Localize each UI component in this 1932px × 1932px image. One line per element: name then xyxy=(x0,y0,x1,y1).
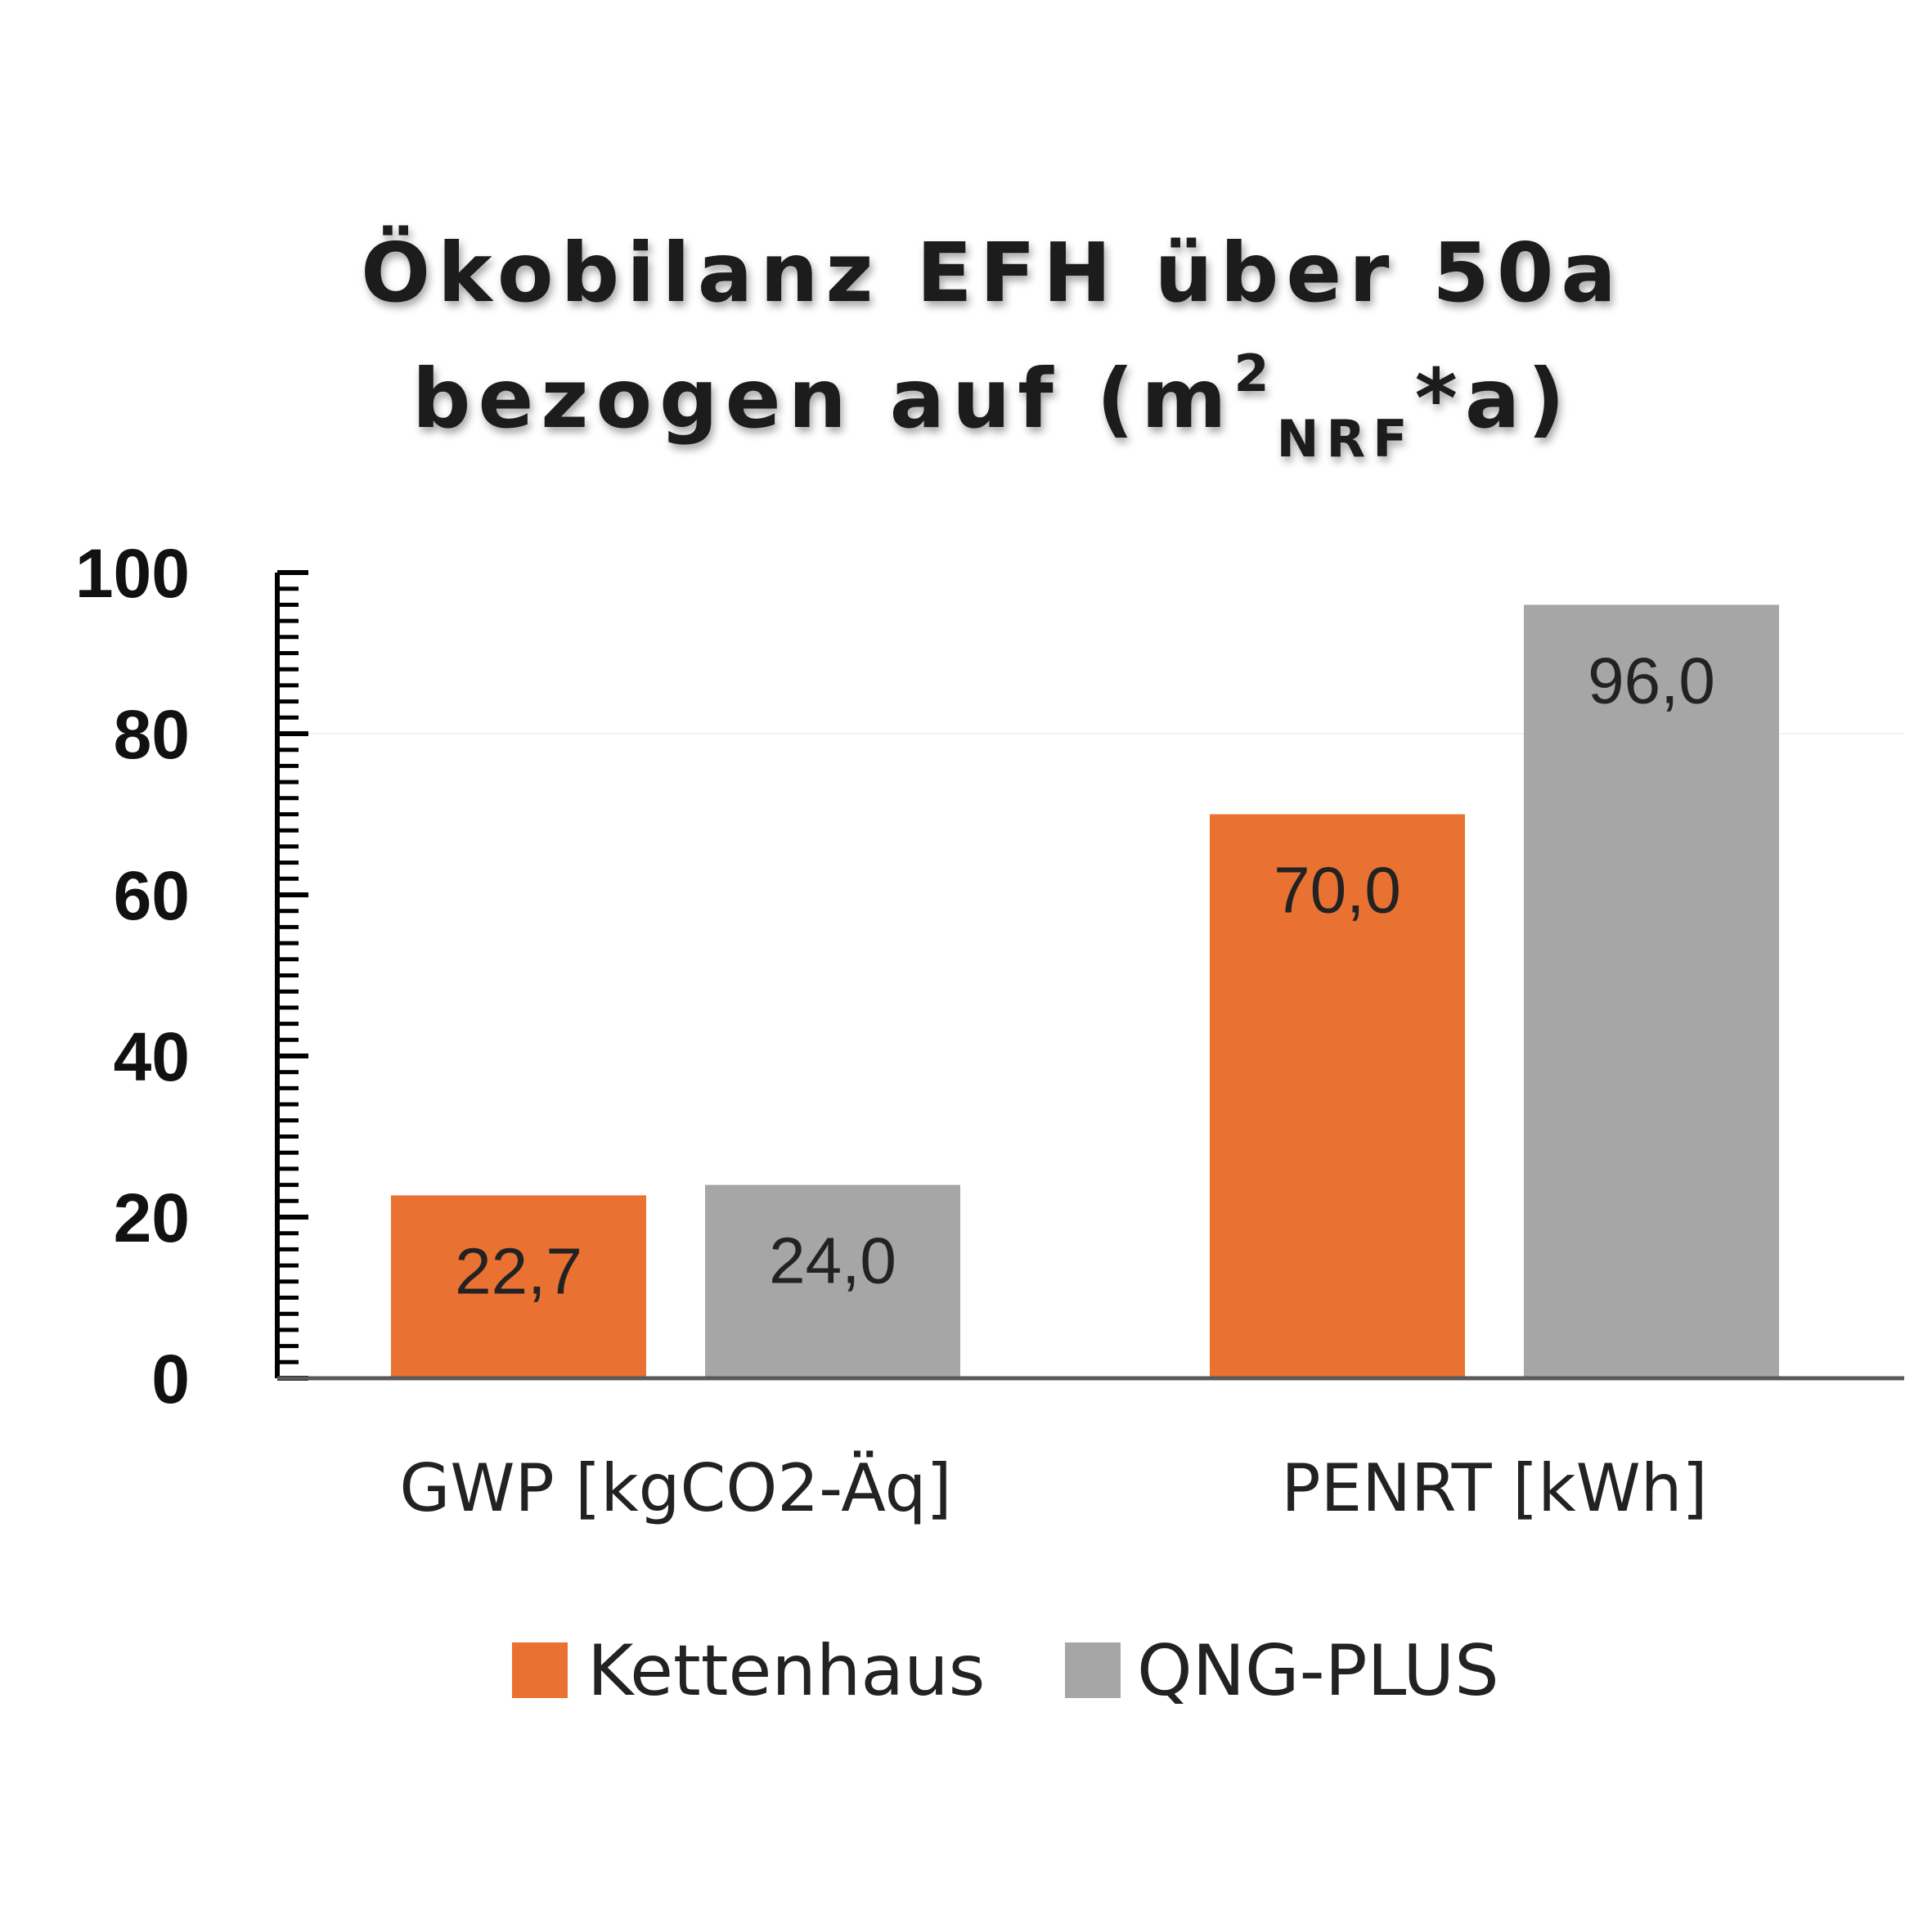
y-tick-label: 0 xyxy=(151,1341,190,1418)
bar-data-label: 96,0 xyxy=(1588,644,1715,717)
x-category-label: GWP [kgCO2-Äq] xyxy=(399,1450,951,1526)
y-tick-label: 40 xyxy=(114,1018,190,1095)
y-tick-label: 80 xyxy=(114,696,190,773)
x-category-label: PENRT [kWh] xyxy=(1281,1450,1707,1526)
chart-title-line2-main: bezogen auf (m xyxy=(412,351,1234,447)
legend-label: Kettenhaus xyxy=(587,1630,985,1712)
x-axis: GWP [kgCO2-Äq] PENRT [kWh] xyxy=(277,1376,1904,1526)
legend-swatch xyxy=(512,1642,568,1698)
bar-data-label: 22,7 xyxy=(455,1234,582,1307)
chart-title-line2-sup: 2 xyxy=(1234,344,1277,403)
legend-swatch xyxy=(1065,1642,1121,1698)
legend: Kettenhaus QNG-PLUS xyxy=(512,1630,1499,1712)
chart-title-line2: bezogen auf (m2NRF*a) xyxy=(412,344,1572,469)
chart-title-line2-end: *a) xyxy=(1415,351,1572,447)
y-tick-label: 100 xyxy=(75,535,190,612)
bar-qng-plus-1 xyxy=(1524,604,1779,1378)
plot-area: 22,7 24,0 70,0 96,0 xyxy=(277,604,1904,1378)
y-axis: 0 20 40 60 80 100 xyxy=(75,535,308,1418)
chart-title-line2-sub: NRF xyxy=(1277,409,1415,469)
bar-data-label: 24,0 xyxy=(769,1224,896,1297)
y-tick-label: 60 xyxy=(114,857,190,934)
bar-kettenhaus-0 xyxy=(391,1195,646,1378)
chart-title-line1: Ökobilanz EFH über 50a xyxy=(361,225,1624,321)
legend-label: QNG-PLUS xyxy=(1137,1630,1499,1712)
bar-kettenhaus-1 xyxy=(1210,814,1465,1378)
chart-title: Ökobilanz EFH über 50a bezogen auf (m2NR… xyxy=(361,225,1624,469)
bar-qng-plus-0 xyxy=(705,1184,960,1378)
y-tick-label: 20 xyxy=(114,1179,190,1256)
bar-data-label: 70,0 xyxy=(1274,854,1401,927)
